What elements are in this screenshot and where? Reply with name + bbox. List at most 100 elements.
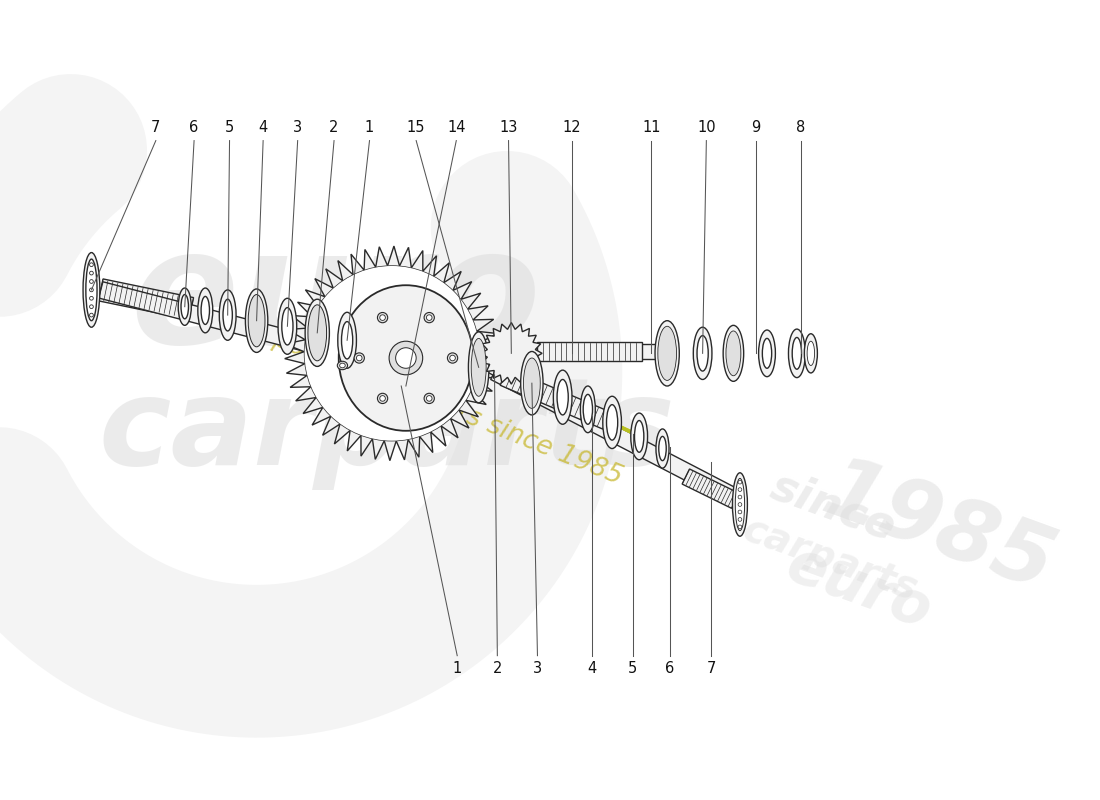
Ellipse shape	[377, 394, 387, 403]
Text: 2: 2	[493, 662, 502, 676]
Text: 1985: 1985	[812, 450, 1065, 610]
Text: 15: 15	[407, 120, 426, 135]
Ellipse shape	[656, 429, 669, 468]
Ellipse shape	[89, 297, 94, 300]
Ellipse shape	[654, 321, 680, 386]
Ellipse shape	[738, 495, 741, 499]
Ellipse shape	[305, 299, 329, 366]
Ellipse shape	[89, 314, 94, 317]
Ellipse shape	[603, 396, 622, 449]
Polygon shape	[285, 246, 499, 461]
Ellipse shape	[377, 313, 387, 322]
Ellipse shape	[727, 334, 740, 373]
Ellipse shape	[340, 363, 345, 368]
Text: 6: 6	[189, 120, 199, 135]
Text: since: since	[766, 464, 902, 549]
Ellipse shape	[89, 288, 94, 292]
Ellipse shape	[427, 315, 432, 321]
Ellipse shape	[305, 266, 480, 441]
Polygon shape	[682, 469, 739, 508]
Text: 1: 1	[365, 120, 374, 135]
Ellipse shape	[660, 331, 674, 376]
Ellipse shape	[557, 379, 569, 415]
Text: carparts: carparts	[98, 374, 674, 490]
Text: 8: 8	[796, 120, 805, 135]
Ellipse shape	[723, 326, 744, 382]
Ellipse shape	[86, 259, 97, 321]
Polygon shape	[99, 279, 194, 319]
Ellipse shape	[282, 308, 293, 345]
Ellipse shape	[219, 290, 236, 340]
Text: 10: 10	[697, 120, 716, 135]
Text: 9: 9	[751, 120, 760, 135]
Text: 7: 7	[706, 662, 716, 676]
Ellipse shape	[526, 362, 538, 405]
Ellipse shape	[89, 271, 94, 275]
Ellipse shape	[338, 362, 348, 370]
Ellipse shape	[520, 351, 543, 415]
Polygon shape	[481, 322, 542, 384]
Ellipse shape	[738, 488, 741, 491]
Ellipse shape	[198, 288, 212, 333]
Text: 4: 4	[258, 120, 267, 135]
Ellipse shape	[250, 299, 263, 342]
Text: 5: 5	[628, 662, 637, 676]
Ellipse shape	[308, 305, 327, 361]
Ellipse shape	[583, 394, 593, 424]
Ellipse shape	[310, 310, 324, 356]
Ellipse shape	[762, 338, 772, 368]
Ellipse shape	[807, 342, 815, 366]
Polygon shape	[491, 365, 741, 506]
Ellipse shape	[425, 394, 435, 403]
Ellipse shape	[201, 297, 209, 325]
Text: euro: euro	[131, 222, 541, 377]
Text: 3: 3	[293, 120, 303, 135]
Ellipse shape	[396, 348, 416, 368]
Ellipse shape	[341, 322, 353, 359]
Ellipse shape	[524, 358, 540, 408]
Text: 14: 14	[447, 120, 465, 135]
Text: 3: 3	[532, 662, 542, 676]
Ellipse shape	[630, 413, 648, 460]
Ellipse shape	[249, 294, 265, 347]
Ellipse shape	[471, 338, 486, 396]
Ellipse shape	[427, 396, 432, 402]
Ellipse shape	[792, 338, 802, 370]
Text: 2: 2	[329, 120, 339, 135]
Polygon shape	[538, 342, 642, 361]
Ellipse shape	[738, 518, 741, 522]
Ellipse shape	[469, 332, 488, 402]
Polygon shape	[99, 282, 348, 362]
Ellipse shape	[339, 286, 473, 430]
Ellipse shape	[356, 355, 362, 361]
Ellipse shape	[759, 330, 775, 377]
Polygon shape	[538, 344, 670, 359]
Ellipse shape	[223, 299, 232, 331]
Ellipse shape	[581, 386, 595, 433]
Ellipse shape	[735, 478, 745, 530]
Ellipse shape	[448, 353, 458, 363]
Ellipse shape	[658, 326, 676, 381]
Ellipse shape	[473, 343, 484, 392]
Ellipse shape	[278, 298, 297, 354]
Text: a passion for parts since 1985: a passion for parts since 1985	[248, 317, 626, 490]
Ellipse shape	[606, 405, 618, 440]
Text: 4: 4	[587, 662, 596, 676]
Ellipse shape	[733, 473, 747, 536]
Ellipse shape	[82, 253, 100, 327]
Ellipse shape	[553, 370, 572, 424]
Text: euro: euro	[779, 536, 939, 641]
Text: 12: 12	[563, 120, 581, 135]
Ellipse shape	[182, 294, 188, 319]
Ellipse shape	[450, 355, 455, 361]
Ellipse shape	[789, 329, 805, 378]
Text: 13: 13	[499, 120, 518, 135]
Ellipse shape	[635, 421, 643, 452]
Ellipse shape	[338, 312, 356, 368]
Ellipse shape	[738, 510, 741, 514]
Ellipse shape	[89, 305, 94, 309]
Ellipse shape	[389, 342, 422, 375]
Ellipse shape	[425, 313, 435, 322]
Ellipse shape	[693, 327, 712, 379]
Ellipse shape	[89, 263, 94, 266]
